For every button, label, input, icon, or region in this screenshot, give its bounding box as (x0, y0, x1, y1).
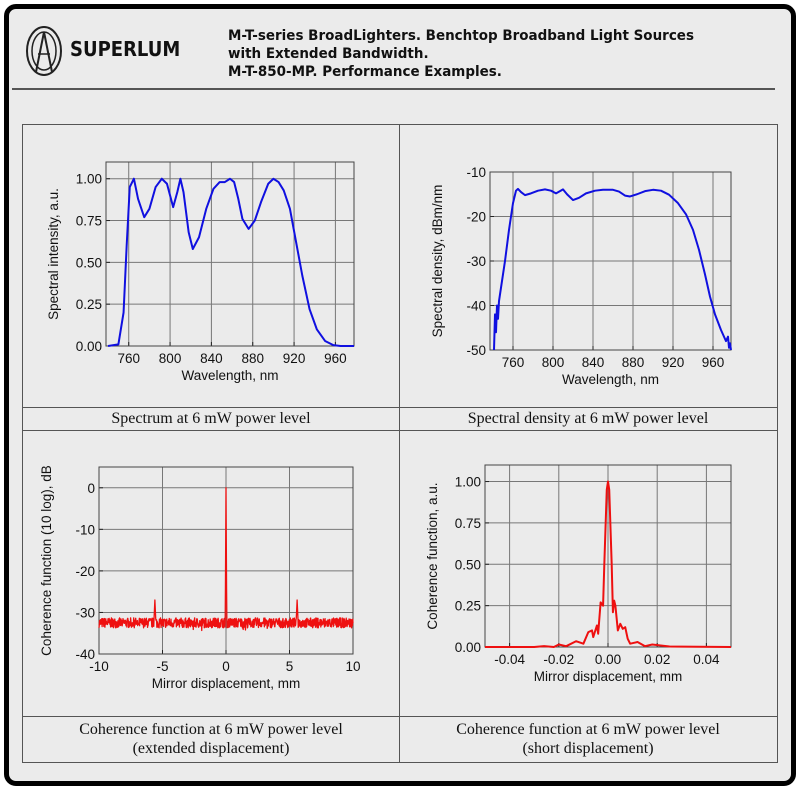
x-tick-label: -0.04 (494, 652, 525, 667)
y-axis-label: Spectral density, dBm/nm (430, 185, 445, 338)
x-tick-label: 760 (117, 351, 140, 366)
x-axis-label: Wavelength, nm (181, 368, 278, 383)
y-axis-label: Coherence function, a.u. (425, 482, 440, 629)
x-tick-label: 960 (324, 351, 347, 366)
caption-line: (short displacement) (522, 740, 654, 757)
data-series-line (493, 187, 732, 351)
x-tick-label: 920 (283, 351, 306, 366)
header-divider (12, 88, 775, 90)
x-tick-label: -10 (89, 659, 109, 674)
y-tick-label: 1.00 (76, 172, 102, 187)
x-axis-label: Wavelength, nm (562, 372, 659, 387)
title-line: M-T-850-MP. Performance Examples. (228, 64, 502, 80)
y-tick-label: 0.50 (455, 557, 481, 572)
y-tick-label: -40 (466, 299, 486, 314)
y-tick-label: 0.25 (76, 297, 102, 312)
caption-coherence-short: Coherence function at 6 mW power level (… (400, 720, 776, 758)
title-line: with Extended Bandwidth. (228, 46, 429, 62)
x-tick-label: 880 (241, 351, 264, 366)
y-tick-label: 1.00 (455, 475, 481, 490)
document-frame (4, 4, 796, 786)
x-tick-label: 800 (542, 355, 565, 370)
figure-grid (22, 124, 778, 763)
y-tick-label: 0 (87, 481, 95, 496)
x-tick-label: 800 (159, 351, 182, 366)
x-tick-label: 840 (582, 355, 605, 370)
grid-divider (399, 124, 400, 762)
y-tick-label: -10 (75, 522, 95, 537)
y-tick-label: 0.50 (76, 255, 102, 270)
caption-line: (extended displacement) (132, 740, 290, 757)
y-axis-label: Coherence function (10 log), dB (39, 465, 54, 656)
y-tick-label: -40 (75, 647, 95, 662)
data-series-line (485, 480, 732, 648)
y-axis-label: Spectral intensity, a.u. (46, 188, 61, 320)
grid-divider (22, 716, 777, 717)
x-tick-label: 5 (286, 659, 294, 674)
y-tick-label: -10 (466, 165, 486, 180)
plot-frame (484, 464, 732, 648)
document-title: M-T-series BroadLighters. Benchtop Broad… (228, 27, 694, 81)
chart-spectrum: 760 800 840 880 920 960 0.00 0.25 0.50 0.75 1.00 Wa… (46, 161, 355, 383)
plot-frame (98, 466, 354, 655)
data-series-line (98, 487, 354, 632)
plot-frame (489, 171, 732, 351)
caption-line: Coherence function at 6 mW power level (456, 721, 720, 738)
y-tick-label: -30 (466, 254, 486, 269)
chart-coherence_short: -0.04 -0.02 0.00 0.02 0.04 0.00 0.25 0.50 0.75 1.… (425, 464, 732, 684)
x-tick-label: 0.02 (644, 652, 670, 667)
y-tick-label: 0.75 (455, 516, 481, 531)
x-tick-label: 760 (502, 355, 525, 370)
x-tick-label: 0 (222, 659, 230, 674)
x-tick-label: 880 (622, 355, 645, 370)
brand-name: SUPERLUM (70, 37, 181, 61)
x-tick-label: 0.04 (693, 652, 720, 667)
y-tick-label: 0.00 (76, 339, 102, 354)
x-tick-label: 920 (662, 355, 685, 370)
y-tick-label: -20 (75, 564, 95, 579)
chart-coherence_extended: -10 -5 0 5 10 -40 -30 -20 -10 0 Mirror displacemen… (39, 465, 361, 691)
data-series-line (107, 177, 354, 347)
title-line: M-T-series BroadLighters. Benchtop Broad… (228, 28, 694, 44)
caption-density: Spectral density at 6 mW power level (467, 410, 709, 427)
y-tick-label: 0.00 (455, 640, 481, 655)
x-axis-label: Mirror displacement, mm (534, 669, 683, 684)
x-tick-label: -5 (156, 659, 168, 674)
caption-spectrum: Spectrum at 6 mW power level (111, 410, 311, 427)
superlum-logo (26, 26, 62, 76)
grid-divider (22, 430, 777, 431)
caption-coherence-extended: Coherence function at 6 mW power level (… (23, 720, 399, 758)
chart-density: 760 800 840 880 920 960 -50 -40 -30 -20 -10 Wavelen… (430, 165, 732, 387)
y-tick-label: 0.25 (455, 599, 481, 614)
y-tick-label: -50 (466, 343, 486, 358)
grid-divider (22, 407, 777, 408)
x-tick-label: -0.02 (543, 652, 574, 667)
plot-frame (105, 161, 355, 347)
caption-line: Coherence function at 6 mW power level (79, 721, 343, 738)
x-tick-label: 0.00 (595, 652, 621, 667)
x-tick-label: 960 (702, 355, 725, 370)
x-tick-label: 10 (345, 659, 360, 674)
y-tick-label: -30 (75, 605, 95, 620)
x-axis-label: Mirror displacement, mm (152, 676, 301, 691)
y-tick-label: 0.75 (76, 214, 102, 229)
y-tick-label: -20 (466, 210, 486, 225)
x-tick-label: 840 (200, 351, 223, 366)
